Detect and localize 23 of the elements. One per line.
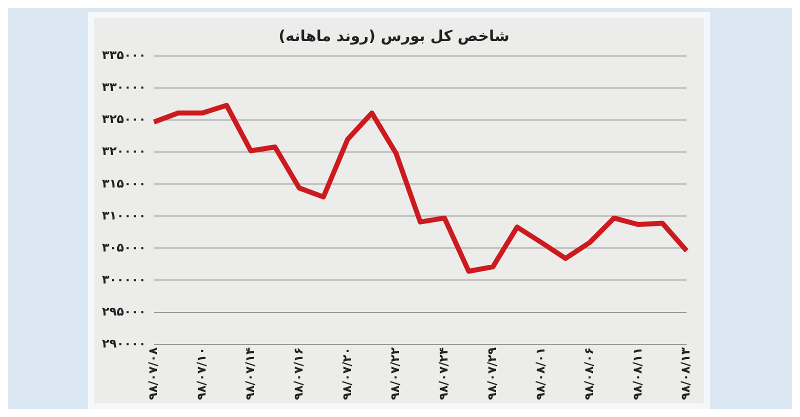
y-tick-label: ۳۳۰۰۰۰ [102,80,146,94]
x-tick-label: ۹۸/۰۸/۱۳ [678,346,693,400]
y-tick-label: ۳۲۵۰۰۰ [102,112,146,126]
x-tick-label: ۹۸/۰۷/۲۲ [388,346,402,400]
x-tick-label: ۹۸/۰۷/۰۸ [146,346,160,400]
y-tick-label: ۳۱۰۰۰۰ [102,208,146,222]
x-tick-label: ۹۸/۰۸/۰۶ [582,347,596,400]
y-tick-label: ۳۰۵۰۰۰ [102,240,146,254]
x-tick-label: ۹۸/۰۷/۱۶ [291,347,306,400]
y-tick-label: ۳۱۵۰۰۰ [102,176,146,190]
chart-title: شاخص کل بورس (روند ماهانه) [278,26,510,45]
y-tick-label: ۲۹۵۰۰۰ [102,304,146,318]
x-tick-label: ۹۸/۰۷/۱۴ [242,347,257,400]
y-tick-label: ۳۰۰۰۰۰ [102,272,146,286]
y-tick-label: ۳۳۵۰۰۰ [102,48,146,62]
y-tick-label: ۲۹۰۰۰۰ [102,336,146,350]
x-tick-label: ۹۸/۰۷/۲۰ [340,347,354,400]
x-tick-label: ۹۸/۰۷/۲۹ [485,346,500,400]
x-tick-label: ۹۸/۰۸/۰۱ [533,347,548,400]
x-tick-label: ۹۸/۰۸/۱۱ [630,347,644,400]
x-tick-label: ۹۸/۰۷/۲۴ [436,347,451,400]
y-tick-label: ۳۲۰۰۰۰ [102,144,146,158]
x-tick-label: ۹۸/۰۷/۱۰ [194,347,208,400]
